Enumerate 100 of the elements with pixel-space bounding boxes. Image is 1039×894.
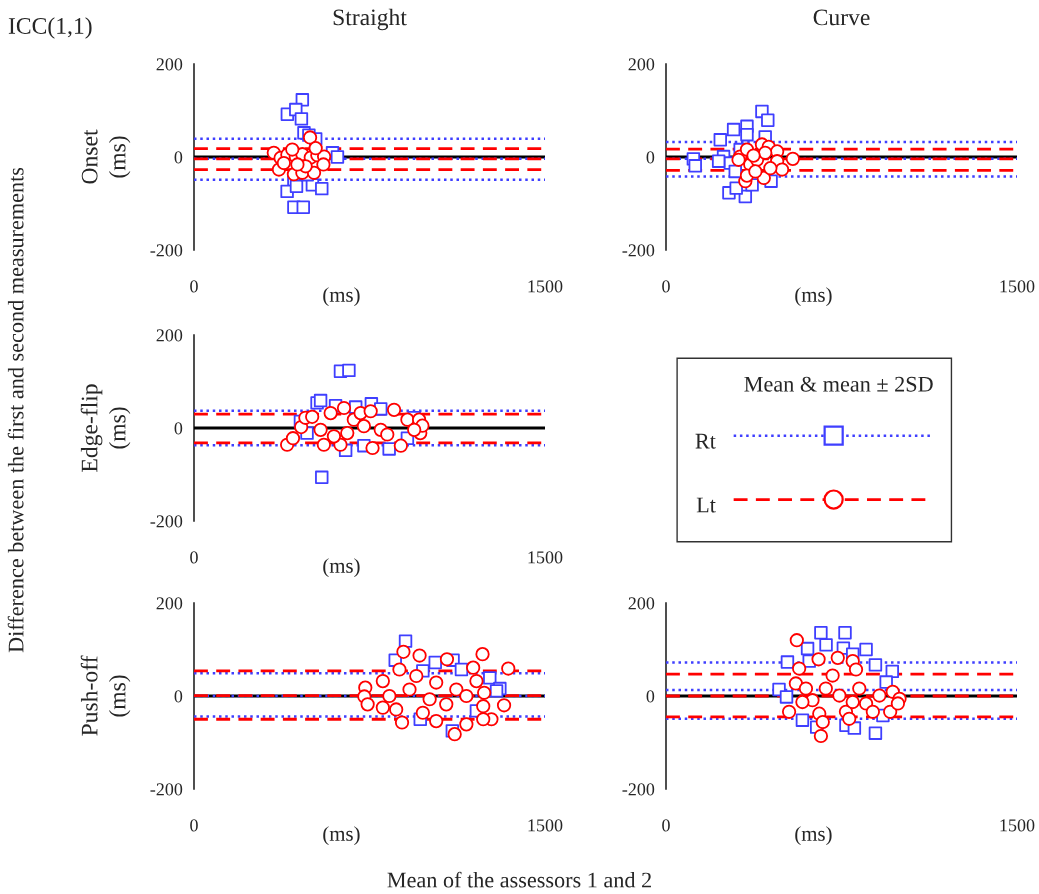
point [285,142,300,157]
y-tick-label: 0 [646,690,655,703]
point [740,127,754,142]
point [815,714,830,730]
point [365,440,380,456]
point [313,393,328,408]
point [380,427,395,442]
point [447,727,462,742]
point [412,648,427,663]
point [781,704,797,719]
point [476,699,491,714]
point [774,162,790,177]
x-axis-title: (ms) [323,826,360,846]
point [763,161,778,176]
point [780,655,795,669]
point [439,697,454,712]
point [838,626,852,640]
point [459,688,474,704]
point [393,438,408,453]
point [422,692,437,707]
point [713,133,728,147]
chart-title: Curve [813,9,870,26]
point [748,164,763,179]
point [792,661,807,676]
x-tick-label: 1500 [528,280,563,293]
point [758,145,773,160]
y-tick-label: 0 [174,690,183,703]
point [811,652,826,667]
y-tick-label: 200 [156,58,183,71]
point [711,154,726,168]
point [477,685,492,700]
point [795,713,810,727]
point [276,155,291,171]
point [360,697,375,712]
point [819,638,833,652]
point [429,713,444,729]
point [290,157,305,172]
point [798,681,814,696]
y-tick-label: -200 [622,244,655,257]
point [813,728,829,744]
point [865,704,880,719]
point [308,141,323,156]
point [475,647,490,662]
point [382,442,396,456]
x-tick-label: 0 [190,819,198,832]
y-tick-label: 0 [174,151,183,164]
x-tick-label: 0 [662,280,670,293]
point [375,700,390,715]
y-tick-label: -200 [150,783,183,796]
legend-title: Mean & mean ± 2SD [744,376,933,392]
point [415,705,430,720]
point [890,696,906,711]
point [316,437,331,452]
x-axis-title: (ms) [323,287,360,307]
point [396,644,411,659]
point [392,662,407,677]
point [375,674,390,689]
point [316,157,331,172]
chart-title: Straight [333,8,407,31]
x-tick-label: 0 [190,280,198,293]
text: Difference between the first and second measurements [7,167,24,653]
x-axis-title: (ms) [795,826,832,846]
point [409,668,424,684]
point [469,674,484,689]
point [746,148,761,163]
y-tick-label: 0 [174,422,183,435]
text: ICC(1,1) [8,17,92,39]
y-axis-title: Edge-flip (ms) [80,384,131,472]
point [476,712,491,727]
point [305,409,320,424]
point [761,113,775,127]
point [848,662,864,677]
x-axis-title: (ms) [323,558,360,578]
point [466,660,481,675]
x-tick-label: 1500 [1000,280,1035,293]
point [832,688,847,703]
point [326,429,342,444]
point [439,652,455,667]
point [688,159,702,173]
point [496,698,512,713]
point [386,402,402,417]
point [449,682,464,697]
point [785,151,800,166]
y-tick-label: 200 [156,597,183,610]
point [289,179,304,194]
y-tick-label: -200 [622,783,655,796]
y-tick-label: -200 [150,244,183,257]
point [382,688,397,704]
point [842,711,857,726]
point [501,661,516,676]
point [859,642,873,657]
y-axis-title: Onset (ms) [81,129,131,184]
point [788,676,803,691]
x-axis-title: (ms) [795,287,832,307]
point [789,633,804,648]
point [294,112,309,126]
point [313,422,328,437]
point [795,694,810,710]
y-axis-title: Push-off (ms) [80,655,131,736]
point [483,671,497,685]
